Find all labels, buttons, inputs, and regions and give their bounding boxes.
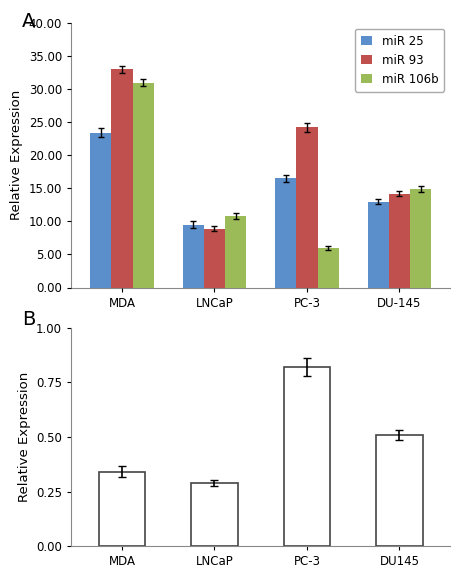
Text: A: A: [22, 13, 35, 32]
Bar: [389, 194, 410, 288]
Bar: [318, 248, 339, 288]
Bar: [182, 225, 204, 288]
Bar: [133, 82, 154, 288]
Bar: [367, 202, 389, 288]
Bar: [225, 216, 246, 288]
Legend: miR 25, miR 93, miR 106b: miR 25, miR 93, miR 106b: [355, 29, 445, 91]
Bar: [191, 483, 237, 546]
Y-axis label: Relative Expression: Relative Expression: [18, 372, 30, 502]
Bar: [99, 472, 145, 546]
Bar: [275, 178, 296, 288]
Bar: [111, 69, 133, 288]
Y-axis label: Relative Expression: Relative Expression: [10, 90, 23, 220]
Bar: [284, 367, 330, 546]
Bar: [296, 128, 318, 288]
Bar: [376, 435, 422, 546]
Bar: [410, 189, 431, 288]
Text: B: B: [22, 310, 35, 329]
Bar: [204, 229, 225, 288]
Bar: [90, 133, 111, 288]
